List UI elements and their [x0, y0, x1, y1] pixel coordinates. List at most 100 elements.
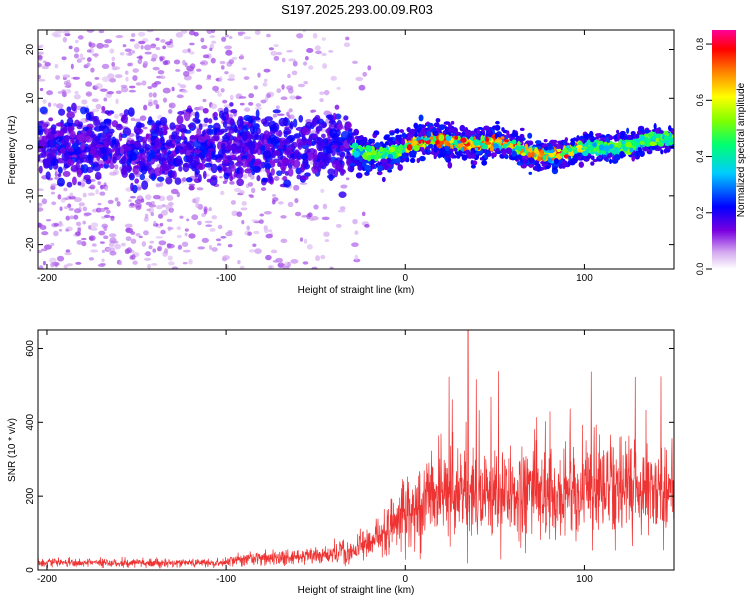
- spectrogram-cell: [162, 128, 168, 136]
- spectrogram-cell: [273, 55, 280, 61]
- spectrogram-cell: [369, 138, 376, 143]
- spectrogram-cell: [113, 113, 119, 119]
- spectrogram-cell: [66, 159, 75, 166]
- spectrogram-cell: [42, 99, 47, 104]
- spectrogram-cell: [630, 140, 638, 147]
- spectrogram-cell: [373, 130, 380, 136]
- spectrogram-cell: [199, 154, 205, 161]
- spectrogram-cell: [640, 128, 645, 134]
- spectrogram-cell: [124, 223, 133, 228]
- spectrogram-cell: [248, 101, 254, 106]
- spectrogram-cell: [301, 214, 308, 218]
- spectrogram-cell: [119, 147, 125, 155]
- spectrogram-cell: [249, 165, 256, 171]
- spectrogram-cell: [166, 243, 172, 249]
- spectrogram-cell: [246, 225, 250, 231]
- spectrogram-cell: [66, 106, 72, 113]
- spectrogram-cell: [124, 48, 132, 53]
- spectrogram-cell: [130, 238, 137, 244]
- spectrogram-cell: [302, 61, 308, 66]
- spectrogram-cell: [288, 58, 296, 62]
- spectrogram-cell: [38, 207, 44, 212]
- spectrogram-cell: [71, 102, 77, 112]
- spectrogram-cell: [111, 56, 116, 62]
- spectrogram-cell: [108, 163, 115, 170]
- spectrogram-cell: [181, 132, 185, 141]
- spectrogram-cell: [311, 266, 318, 269]
- spectrogram-cell: [270, 168, 275, 176]
- spectrogram-cell: [166, 218, 173, 222]
- spectrogram-cell: [203, 117, 209, 124]
- spectrogram-cell: [111, 61, 116, 67]
- spectrogram-cell: [210, 163, 218, 174]
- spectrogram-cell: [225, 49, 233, 56]
- spectrogram-cell: [367, 65, 372, 71]
- spectrogram-cell: [152, 194, 161, 200]
- spectrogram-cell: [281, 57, 286, 63]
- spectrogram-cell: [222, 99, 228, 104]
- spectrogram-cell: [565, 145, 571, 149]
- spectrogram-cell: [50, 130, 57, 135]
- spectrogram-cell: [280, 238, 288, 243]
- spectrogram-cell: [519, 127, 525, 131]
- spectrogram-cell: [449, 153, 454, 159]
- spectrogram-cell: [42, 260, 46, 266]
- spectrogram-cell: [108, 233, 117, 238]
- spectrogram-cell: [227, 244, 233, 248]
- spectrogram-cell: [315, 50, 322, 55]
- spectrogram-cell: [94, 86, 99, 89]
- spectrogram-cell: [650, 131, 654, 137]
- spectrogram-cell: [101, 249, 106, 254]
- spectrogram-cell: [229, 102, 234, 107]
- spectrogram-cell: [98, 30, 105, 34]
- spectrogram-cell: [141, 80, 147, 86]
- spectrogram-cell: [175, 134, 180, 139]
- spectrogram-cell: [121, 169, 128, 178]
- spectrogram-cell: [283, 131, 288, 138]
- spectrogram-cell: [211, 150, 216, 158]
- spectrogram-cell: [222, 255, 230, 260]
- spectrogram-cell: [232, 149, 241, 154]
- spectrogram-cell: [148, 245, 153, 250]
- snr-panel: -200 -100 0 100 0 200 400 600 Height of straigh…: [7, 329, 675, 596]
- spectrogram-cell: [129, 195, 136, 199]
- spectrogram-cell: [115, 90, 122, 94]
- spectrogram-cell: [56, 255, 65, 262]
- spectrogram-cell: [542, 154, 546, 161]
- spectrogram-cell: [230, 200, 236, 205]
- spectrogram-cell: [176, 94, 184, 99]
- spectrogram-cell: [160, 75, 166, 80]
- spectrogram-cell: [159, 116, 168, 126]
- spectrogram-cell: [361, 160, 367, 167]
- spectrogram-cell: [209, 244, 213, 250]
- spectrogram-cell: [75, 156, 84, 164]
- spectrogram-cell: [197, 162, 206, 171]
- spectrogram-cell: [91, 98, 99, 103]
- spectrogram-cell: [38, 130, 42, 135]
- spectrogram-cell: [273, 138, 280, 144]
- spectrogram-cell: [280, 96, 288, 101]
- spectrogram-cell: [223, 107, 229, 115]
- spectrogram-cell: [465, 130, 473, 137]
- spectrogram-cell: [485, 136, 490, 143]
- spectrogram-cell: [220, 235, 227, 239]
- spectrogram-cell: [297, 83, 306, 88]
- spectrogram-cell: [63, 264, 68, 269]
- spectrogram-cell: [262, 82, 268, 87]
- spectrogram-cell: [104, 185, 109, 192]
- spectrogram-cell: [340, 184, 348, 189]
- spectrogram-cell: [384, 141, 390, 146]
- spectrogram-cell: [395, 134, 401, 139]
- spectrogram-cell: [72, 76, 81, 80]
- spectrogram-cell: [140, 45, 144, 50]
- spectrogram-cell: [115, 98, 119, 105]
- spectrogram-cell: [130, 32, 136, 38]
- spectrogram-cell: [119, 52, 125, 56]
- spectrogram-cell: [88, 225, 92, 230]
- spectrogram-cell: [156, 176, 165, 182]
- spectrogram-cell: [215, 238, 222, 242]
- spectrogram-cell: [120, 157, 126, 165]
- spectrogram-cell: [320, 188, 325, 193]
- spectrogram-cell: [277, 161, 282, 168]
- spectrogram-cell: [132, 68, 139, 73]
